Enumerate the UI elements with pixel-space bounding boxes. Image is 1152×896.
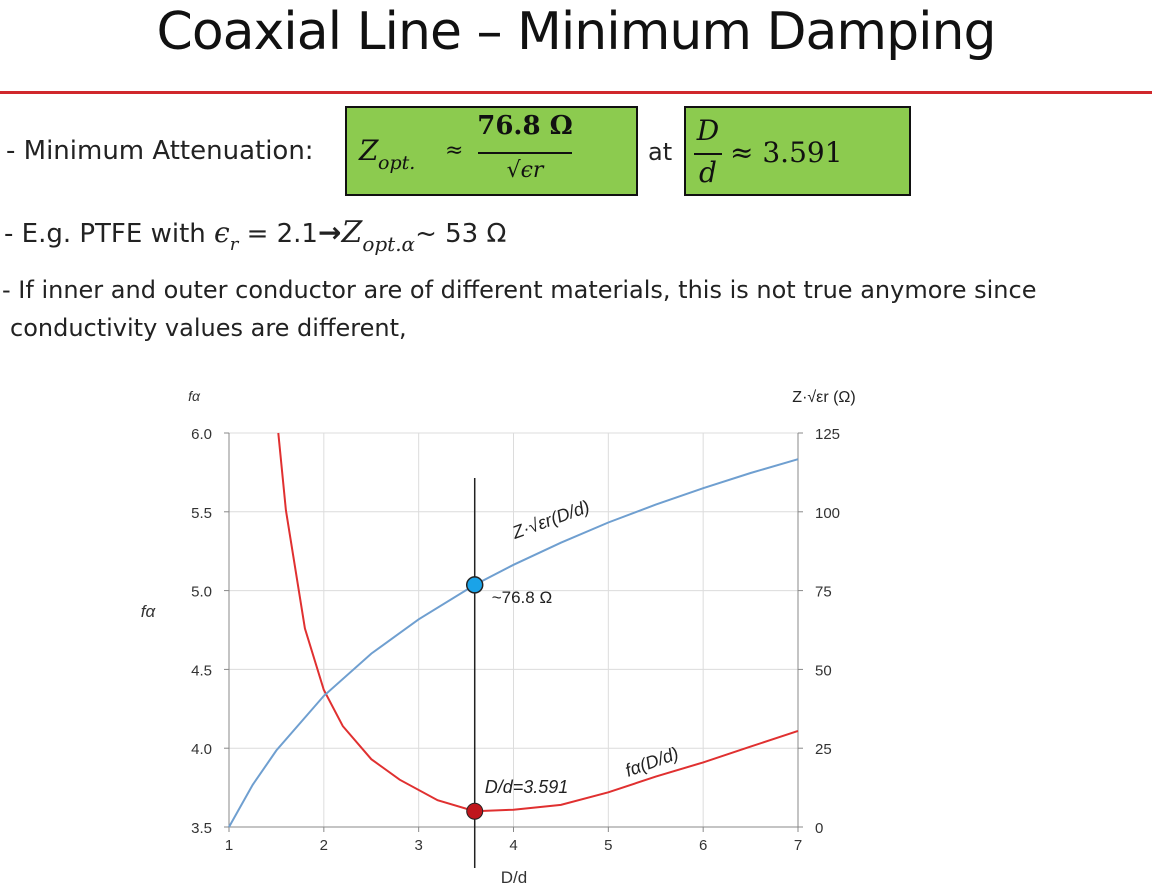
ratio-numerator: D — [696, 114, 720, 147]
approx-symbol: ≈ — [445, 138, 464, 163]
left-tick-label: 5.5 — [191, 505, 212, 522]
epsilon-value: = 2.1 — [246, 219, 318, 249]
x-tick-label: 4 — [509, 837, 517, 854]
title-divider — [0, 91, 1152, 94]
epsilon-symbol: ϵ — [214, 216, 230, 249]
chart-tick-labels: 1 2 3 4 5 6 7 3.5 4.0 4.5 5.0 5.5 6.0 0 25 50 75 100 125 — [191, 426, 840, 854]
f-alpha-curve-label: fα(D/d) — [623, 743, 682, 781]
optimum-impedance-marker — [465, 576, 484, 594]
impedance-curve-label: Z·√εr(D/d) — [509, 496, 593, 543]
left-tick-label: 4.5 — [191, 662, 212, 679]
right-tick-label: 125 — [815, 426, 840, 443]
minimum-attenuation-marker — [466, 802, 484, 820]
fraction-bar — [478, 152, 572, 154]
right-tick-label: 100 — [815, 505, 840, 522]
left-tick-label: 6.0 — [191, 426, 212, 443]
chart-grid — [228, 432, 799, 828]
x-tick-label: 7 — [794, 837, 802, 854]
epsilon-subscript: r — [229, 234, 239, 255]
x-axis-label: D/d — [501, 868, 527, 887]
x-tick-label: 1 — [225, 837, 233, 854]
right-tick-label: 25 — [815, 741, 832, 758]
formula-denominator: √ϵr — [506, 158, 544, 183]
ratio-value: ≈ 3.591 — [730, 136, 843, 169]
formula-numerator: 76.8 Ω — [477, 111, 573, 141]
bullet-minimum-attenuation: - Minimum Attenuation: — [6, 136, 314, 166]
chart-axes — [224, 432, 803, 832]
ptfe-prefix: - E.g. PTFE with — [4, 219, 206, 249]
left-tick-label: 3.5 — [191, 820, 212, 837]
z-opt-alpha-subscript: opt.α — [362, 232, 416, 256]
chart-series — [228, 432, 799, 828]
minimum-attenuation-label: D/d=3.591 — [485, 777, 569, 797]
z-subscript: opt. — [378, 152, 416, 174]
slide-title: Coaxial Line – Minimum Damping — [156, 2, 997, 62]
ratio-fraction-bar — [694, 153, 722, 155]
f-alpha-curve — [277, 432, 799, 813]
x-tick-label: 5 — [604, 837, 612, 854]
optimum-impedance-label: ~76.8 Ω — [492, 588, 552, 607]
right-tick-label: 50 — [815, 662, 832, 679]
right-tick-label: 0 — [815, 820, 823, 837]
impedance-curve — [228, 458, 799, 828]
left-tick-label: 4.0 — [191, 741, 212, 758]
right-axis-label: Z·√εr (Ω) — [792, 389, 855, 406]
left-tick-label: 5.0 — [191, 584, 212, 601]
at-word: at — [648, 138, 673, 166]
left-axis-label: fα — [141, 602, 157, 621]
x-tick-label: 3 — [414, 837, 422, 854]
x-tick-label: 2 — [320, 837, 328, 854]
z-opt-alpha-symbol: Z — [341, 215, 363, 250]
z-opt-formula-box: Z opt. ≈ 76.8 Ω √ϵr — [345, 106, 638, 196]
left-axis-top-label: fα — [188, 388, 201, 404]
arrow-symbol: → — [317, 216, 342, 249]
ratio-formula-box: D d ≈ 3.591 — [684, 106, 911, 196]
bullet-materials-line1: - If inner and outer conductor are of di… — [2, 276, 1037, 304]
z-symbol: Z — [359, 134, 379, 167]
z-opt-alpha-value: ~ 53 Ω — [415, 219, 507, 249]
right-tick-label: 75 — [815, 584, 832, 601]
bullet-materials-line2: conductivity values are different, — [10, 314, 407, 342]
bullet-ptfe-example: - E.g. PTFE with ϵr = 2.1→Zopt.α~ 53 Ω — [4, 215, 507, 256]
x-tick-label: 6 — [699, 837, 707, 854]
ratio-denominator: d — [699, 156, 717, 189]
